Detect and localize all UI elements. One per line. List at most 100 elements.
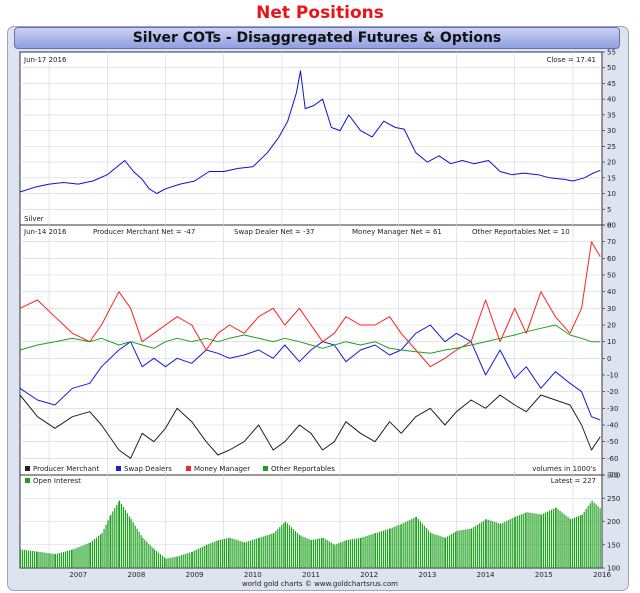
oi-bar: [332, 543, 334, 568]
oi-bar: [493, 521, 495, 568]
oi-bar: [237, 540, 239, 568]
legend-swatch-money: [186, 466, 191, 471]
oi-bar: [344, 540, 346, 568]
oi-bar: [544, 512, 547, 568]
oi-bar: [24, 549, 26, 568]
x-tick-label: 2008: [127, 571, 145, 579]
y-tick-label: 50: [607, 64, 616, 72]
legend-swatch-swap: [116, 466, 121, 471]
legend-swatch-other: [263, 466, 268, 471]
oi-bar: [307, 538, 309, 568]
oi-bar: [239, 540, 241, 568]
oi-bar: [518, 515, 520, 568]
oi-bar: [231, 538, 233, 568]
units-label: volumes in 1000's: [532, 465, 596, 473]
oi-bar: [32, 550, 34, 568]
y-tick-label: 35: [607, 111, 616, 119]
oi-bar: [20, 549, 22, 568]
oi-bar: [595, 504, 597, 568]
oi-bar: [448, 535, 451, 568]
oi-bar: [528, 512, 530, 568]
oi-bar: [497, 523, 499, 568]
oi-bar: [273, 533, 275, 568]
oi-bar: [195, 549, 197, 568]
legend-swatch-oi: [25, 478, 30, 483]
oi-bar: [557, 509, 559, 568]
oi-bar: [468, 528, 470, 568]
oi-bar: [183, 554, 185, 568]
oi-bar: [161, 555, 164, 568]
legend-swatch-producer: [25, 466, 30, 471]
oi-bar: [43, 552, 45, 568]
oi-latest-readout: Latest = 227: [551, 477, 596, 485]
oi-bar: [252, 539, 254, 568]
oi-bar: [466, 529, 468, 568]
oi-bar: [250, 540, 252, 568]
oi-bar: [41, 552, 43, 568]
oi-bar: [454, 531, 457, 568]
oi-bar: [153, 549, 156, 568]
oi-bar: [485, 519, 487, 568]
oi-bar: [313, 539, 315, 568]
x-tick-label: 2012: [360, 571, 378, 579]
oi-bar: [199, 547, 201, 568]
y-tick-label: -20: [607, 388, 618, 396]
x-tick-label: 2009: [186, 571, 204, 579]
x-tick-label: 2016: [593, 571, 611, 579]
oi-bar: [395, 526, 397, 568]
oi-bar: [36, 551, 38, 568]
y-tick-label: -70: [607, 472, 618, 480]
oi-bar: [389, 528, 391, 568]
oi-bar: [355, 538, 358, 568]
oi-bar: [246, 541, 248, 568]
oi-bar: [322, 537, 324, 568]
oi-bar: [362, 537, 364, 568]
oi-bar: [260, 537, 262, 568]
y-tick-label: 250: [607, 495, 620, 503]
oi-bar: [458, 530, 460, 568]
readout-producer: Producer Merchant Net = -47: [93, 228, 195, 236]
net-date-label: Jun-14 2016: [23, 228, 67, 236]
oi-bar: [326, 540, 328, 568]
x-tick-label: 2011: [302, 571, 320, 579]
oi-bar: [181, 555, 183, 568]
y-tick-label: 300: [607, 472, 620, 480]
oi-bar: [561, 512, 563, 568]
oi-bar: [134, 525, 136, 568]
series-line-money-manager: [19, 241, 601, 368]
grid-lines: [20, 52, 602, 568]
series-line-producer-merchant: [19, 394, 601, 459]
oi-bar: [86, 543, 88, 568]
oi-bar: [336, 543, 338, 568]
oi-bar: [275, 531, 277, 568]
oi-bar: [401, 523, 403, 568]
oi-bar: [565, 515, 567, 568]
oi-bar: [303, 537, 305, 568]
x-tick-label: 2014: [477, 571, 495, 579]
oi-bar: [140, 535, 142, 568]
oi-bar: [288, 525, 291, 568]
readout-swap: Swap Dealer Net = -37: [234, 228, 315, 236]
y-tick-label: 20: [607, 322, 616, 330]
oi-bar: [49, 553, 51, 568]
y-tick-label: 25: [607, 143, 616, 151]
oi-bar: [155, 550, 158, 568]
oi-bar: [132, 522, 134, 568]
oi-bar: [173, 557, 175, 568]
legend-other: Other Reportables: [271, 465, 335, 473]
y-tick-label: 15: [607, 174, 616, 182]
oi-bar: [118, 501, 120, 568]
legend-producer: Producer Merchant: [33, 465, 99, 473]
oi-bar: [60, 552, 63, 568]
oi-bar: [254, 539, 256, 568]
oi-bar: [197, 548, 199, 568]
oi-bar: [262, 536, 264, 568]
oi-bar: [99, 534, 102, 568]
oi-bar: [328, 541, 330, 568]
oi-bar: [460, 530, 462, 568]
x-tick-label: 2013: [418, 571, 436, 579]
oi-bar: [370, 534, 372, 568]
oi-bar: [444, 537, 447, 568]
oi-bar: [534, 513, 536, 568]
oi-bar: [456, 530, 458, 568]
